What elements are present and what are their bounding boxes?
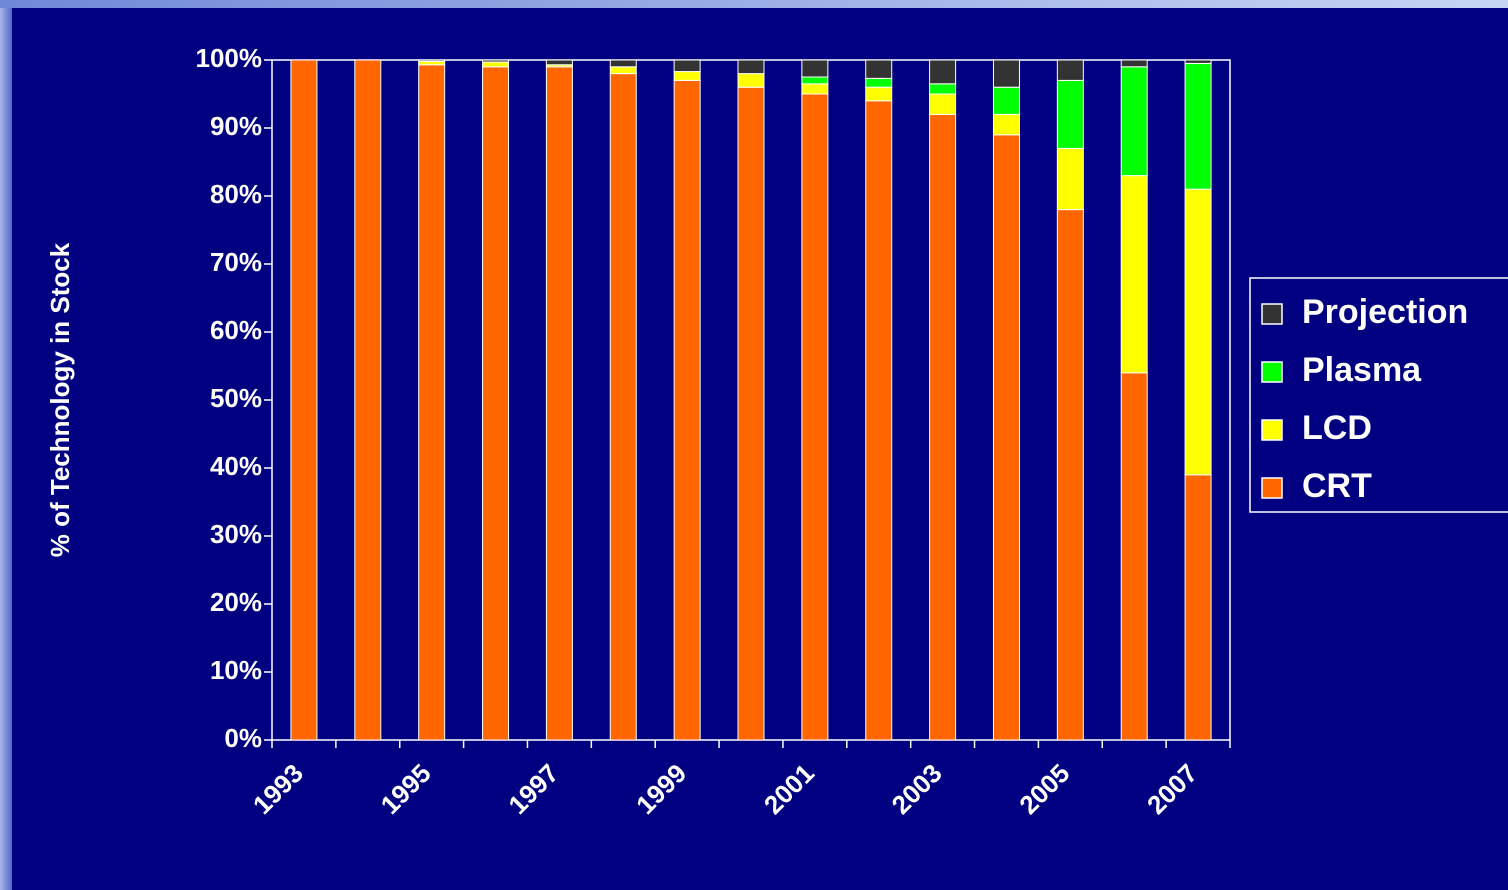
legend-label: LCD xyxy=(1302,409,1372,447)
y-tick-label: 10% xyxy=(210,655,262,685)
bar-segment xyxy=(545,59,573,66)
bar-segment xyxy=(865,59,893,79)
bar-segment xyxy=(354,59,382,741)
y-tick-label: 20% xyxy=(210,587,262,617)
bar-segment xyxy=(1056,59,1084,81)
bar-segment xyxy=(737,86,765,741)
legend-box xyxy=(1249,277,1508,513)
bar-segment xyxy=(737,73,765,88)
bar-segment xyxy=(482,61,510,68)
bar-segment xyxy=(801,93,829,741)
bar-segment xyxy=(992,59,1020,88)
bar-segment xyxy=(1120,59,1148,68)
bar-segment xyxy=(673,79,701,741)
bar-segment xyxy=(992,86,1020,115)
y-tick-label: 70% xyxy=(210,247,262,277)
bar-segment xyxy=(418,59,446,62)
y-tick-label: 90% xyxy=(210,111,262,141)
legend-swatch xyxy=(1261,477,1283,499)
bar-segment xyxy=(418,60,446,66)
y-tick-label: 80% xyxy=(210,179,262,209)
bar-segment xyxy=(1120,372,1148,741)
bar-segment xyxy=(290,59,318,741)
bar-segment xyxy=(1056,147,1084,211)
bar-segment xyxy=(929,83,957,95)
legend-label: Plasma xyxy=(1302,351,1422,389)
bar-segment xyxy=(801,83,829,95)
bar-segment xyxy=(865,100,893,741)
y-tick-label: 40% xyxy=(210,451,262,481)
bar-segment xyxy=(1120,175,1148,374)
bar-segment xyxy=(482,66,510,741)
bar-segment xyxy=(865,86,893,102)
bar-segment xyxy=(1120,66,1148,177)
bar-segment xyxy=(992,113,1020,136)
bar-segment xyxy=(418,64,446,741)
left-strip xyxy=(0,0,12,890)
bar-segment xyxy=(992,134,1020,741)
legend-swatch xyxy=(1261,361,1283,383)
bar-segment xyxy=(609,66,637,75)
bar-segment xyxy=(865,77,893,88)
bar-segment xyxy=(801,76,829,85)
y-tick-label: 100% xyxy=(196,43,263,73)
y-tick-label: 60% xyxy=(210,315,262,345)
legend-swatch xyxy=(1261,303,1283,325)
bar-segment xyxy=(929,93,957,115)
y-tick-label: 0% xyxy=(224,723,262,753)
y-axis-label: % of Technology in Stock xyxy=(45,242,75,557)
bar-segment xyxy=(1184,62,1212,190)
bar-segment xyxy=(1184,474,1212,741)
bar-segment xyxy=(673,59,701,73)
y-tick-label: 30% xyxy=(210,519,262,549)
bar-segment xyxy=(737,59,765,75)
legend-label: Projection xyxy=(1302,293,1468,331)
bar-segment xyxy=(801,59,829,78)
bar-segment xyxy=(929,59,957,85)
bar-segment xyxy=(609,73,637,741)
bar-segment xyxy=(673,71,701,81)
bar-segment xyxy=(929,113,957,741)
bar-segment xyxy=(545,66,573,741)
bar-segment xyxy=(1056,79,1084,149)
bar-segment xyxy=(1184,188,1212,476)
top-strip xyxy=(0,0,1508,8)
bar-segment xyxy=(1184,59,1212,64)
y-tick-label: 50% xyxy=(210,383,262,413)
bar-segment xyxy=(482,59,510,63)
legend-label: CRT xyxy=(1302,467,1372,505)
bar-segment xyxy=(609,59,637,68)
legend-swatch xyxy=(1261,419,1283,441)
bar-segment xyxy=(1056,209,1084,741)
